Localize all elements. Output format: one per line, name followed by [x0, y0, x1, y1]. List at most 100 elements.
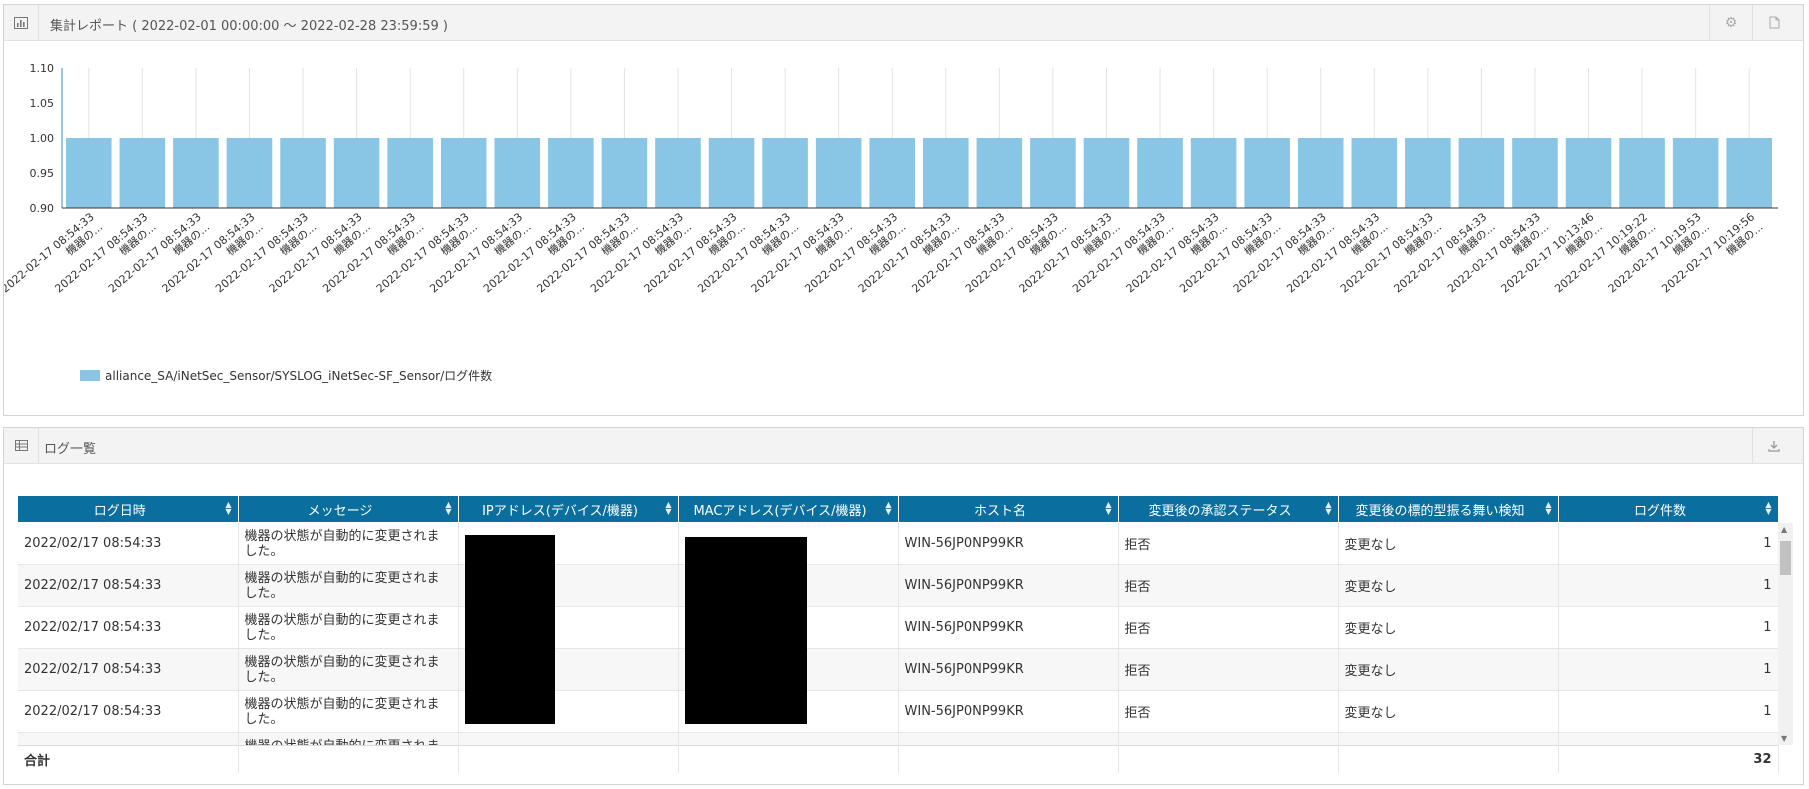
bar[interactable]: [976, 138, 1023, 208]
cell-log-count: 1: [1558, 648, 1778, 691]
cell-log-count: 1: [1558, 606, 1778, 649]
bar-chart-icon: [4, 5, 39, 40]
y-tick-label: 1.05: [30, 97, 55, 110]
bar[interactable]: [1512, 138, 1558, 208]
cell-approval-status: 拒否: [1118, 732, 1339, 745]
log-table-body[interactable]: 2022/02/17 08:54:33 機器の状態が自動的に変更されました。 WIN…: [18, 523, 1778, 745]
bar[interactable]: [387, 138, 433, 208]
cell-message: 機器の状態が自動的に変更されました。: [238, 606, 459, 649]
sort-icon: ▲ ▼: [1325, 500, 1332, 516]
bar[interactable]: [601, 138, 648, 208]
bar[interactable]: [1672, 138, 1719, 208]
cell-approval-status: 拒否: [1118, 648, 1339, 691]
bar[interactable]: [1405, 138, 1451, 208]
cell-datetime: 2022/02/17 08:54:33: [18, 690, 239, 733]
bar[interactable]: [708, 138, 755, 208]
bar[interactable]: [494, 138, 541, 208]
bar[interactable]: [1083, 138, 1130, 208]
footer-total-value: 32: [1558, 745, 1779, 773]
bar[interactable]: [1726, 138, 1772, 208]
cell-host: WIN-56JP0NP99KR: [898, 564, 1119, 607]
chart-legend[interactable]: alliance_SA/iNetSec_Sensor/SYSLOG_iNetSe…: [80, 367, 492, 384]
cell-datetime: 2022/02/17 08:54:33: [18, 606, 239, 649]
bar[interactable]: [1137, 138, 1183, 208]
bar[interactable]: [333, 138, 380, 208]
column-header-host[interactable]: ホスト名 ▲ ▼: [898, 496, 1119, 522]
cell-host: WIN-56JP0NP99KR: [898, 606, 1119, 649]
bar[interactable]: [655, 138, 701, 208]
sort-icon: ▲ ▼: [1105, 500, 1112, 516]
scroll-up-icon[interactable]: ▲: [1781, 525, 1788, 534]
table-scrollbar[interactable]: ▲ ▼: [1778, 523, 1793, 745]
column-header-message[interactable]: メッセージ ▲ ▼: [238, 496, 459, 522]
bar[interactable]: [1458, 138, 1505, 208]
cell-approval-status: 拒否: [1118, 690, 1339, 733]
bar[interactable]: [1565, 138, 1612, 208]
cell-approval-status: 拒否: [1118, 564, 1339, 607]
column-header-approval-status[interactable]: 変更後の承認ステータス ▲ ▼: [1118, 496, 1339, 522]
settings-button[interactable]: ⚙: [1709, 5, 1752, 40]
bar[interactable]: [280, 138, 326, 208]
bar[interactable]: [226, 138, 273, 208]
scroll-down-icon[interactable]: ▼: [1781, 734, 1788, 743]
log-panel-header: ログ一覧: [4, 428, 1803, 464]
bar[interactable]: [1351, 138, 1398, 208]
column-header-datetime[interactable]: ログ日時 ▲ ▼: [18, 496, 239, 522]
bar[interactable]: [869, 138, 915, 208]
bar[interactable]: [548, 138, 594, 208]
y-tick-label: 1.00: [30, 132, 55, 145]
column-header-targeted-detection[interactable]: 変更後の標的型振る舞い検知 ▲ ▼: [1338, 496, 1559, 522]
bar[interactable]: [1619, 138, 1665, 208]
column-header-log-count[interactable]: ログ件数 ▲ ▼: [1558, 496, 1779, 522]
sort-icon: ▲ ▼: [665, 500, 672, 516]
legend-label: alliance_SA/iNetSec_Sensor/SYSLOG_iNetSe…: [105, 369, 493, 383]
log-table-footer: 合計 32: [18, 745, 1779, 773]
bar[interactable]: [1297, 138, 1344, 208]
cell-message: 機器の状態が自動的に変更されました。: [238, 732, 459, 745]
bar[interactable]: [119, 138, 166, 208]
table-icon: [4, 428, 39, 463]
download-button[interactable]: [1752, 428, 1795, 463]
cell-host: WIN-56JP0NP99KR: [898, 690, 1119, 733]
bar[interactable]: [762, 138, 808, 208]
bar[interactable]: [815, 138, 862, 208]
column-header-mac[interactable]: MACアドレス(デバイス/機器) ▲ ▼: [678, 496, 899, 522]
redaction-ip: [465, 535, 555, 724]
cell-targeted-detection: 変更なし: [1338, 606, 1559, 649]
column-header-ip[interactable]: IPアドレス(デバイス/機器) ▲ ▼: [458, 496, 679, 522]
cell-host: WIN-56JP0NP99KR: [898, 648, 1119, 691]
sort-icon: ▲ ▼: [885, 500, 892, 516]
bar[interactable]: [923, 138, 969, 208]
bar[interactable]: [440, 138, 487, 208]
bar[interactable]: [1190, 138, 1237, 208]
cell-message: 機器の状態が自動的に変更されました。: [238, 564, 459, 607]
cell-approval-status: 拒否: [1118, 606, 1339, 649]
bar[interactable]: [66, 138, 112, 208]
sort-icon: ▲ ▼: [445, 500, 452, 516]
cell-datetime: 2022/02/17 08:54:33: [18, 564, 239, 607]
log-table-header: ログ日時 ▲ ▼ メッセージ ▲ ▼ IPアドレス(デバイス/機器) ▲ ▼ MACアドレス…: [18, 496, 1779, 522]
y-tick-label: 0.95: [30, 167, 55, 180]
scrollbar-thumb[interactable]: [1780, 541, 1791, 575]
redaction-mac: [685, 537, 807, 724]
log-panel-title: ログ一覧: [44, 442, 97, 457]
cell-log-count: 1: [1558, 732, 1778, 745]
footer-total-label: 合計: [18, 745, 239, 773]
download-icon: [1768, 440, 1780, 452]
cell-host: WIN-56JP0NP99KR: [898, 732, 1119, 745]
cell-datetime: 2022/02/17 08:54:33: [18, 648, 239, 691]
bar[interactable]: [1244, 138, 1290, 208]
bar[interactable]: [1030, 138, 1076, 208]
settings-icon: ⚙: [1724, 14, 1738, 31]
y-tick-label: 1.10: [30, 62, 55, 75]
sort-icon: ▲ ▼: [1765, 500, 1772, 516]
bar[interactable]: [173, 138, 219, 208]
chart-panel-header: 集計レポート ( 2022-02-01 00:00:00 ～ 2022-02-2…: [4, 5, 1803, 41]
pdf-export-button[interactable]: [1752, 5, 1795, 40]
